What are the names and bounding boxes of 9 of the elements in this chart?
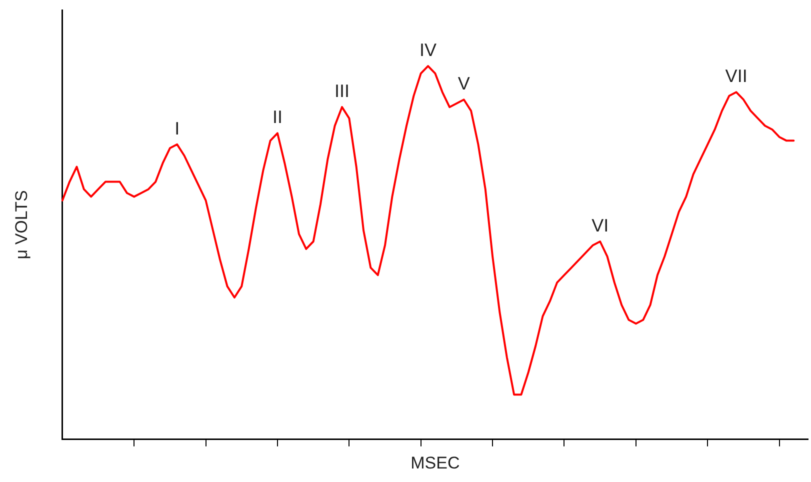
annotation: II: [272, 107, 282, 128]
annotation: IV: [420, 40, 437, 60]
annotation: VI: [592, 215, 609, 236]
annotation: III: [334, 81, 350, 102]
y-axis-title: μ VOLTS: [12, 190, 31, 260]
annotation: I: [174, 118, 180, 138]
annotation: VII: [725, 66, 748, 86]
annotation: V: [458, 74, 470, 94]
x-axis-title: MSEC: [410, 453, 460, 472]
